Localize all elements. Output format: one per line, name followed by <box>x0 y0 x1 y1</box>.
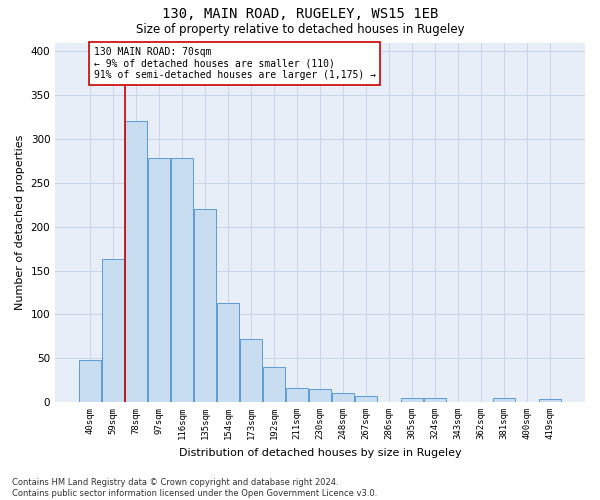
Bar <box>217 303 239 402</box>
Bar <box>79 360 101 402</box>
Bar <box>263 367 285 402</box>
Bar <box>240 339 262 402</box>
Text: Contains HM Land Registry data © Crown copyright and database right 2024.
Contai: Contains HM Land Registry data © Crown c… <box>12 478 377 498</box>
Y-axis label: Number of detached properties: Number of detached properties <box>15 134 25 310</box>
Bar <box>286 388 308 402</box>
Bar <box>171 158 193 402</box>
X-axis label: Distribution of detached houses by size in Rugeley: Distribution of detached houses by size … <box>179 448 461 458</box>
Bar <box>309 389 331 402</box>
Bar <box>401 398 423 402</box>
Bar <box>539 400 561 402</box>
Bar <box>355 396 377 402</box>
Bar <box>332 394 354 402</box>
Bar <box>125 122 147 402</box>
Text: 130, MAIN ROAD, RUGELEY, WS15 1EB: 130, MAIN ROAD, RUGELEY, WS15 1EB <box>162 8 438 22</box>
Text: 130 MAIN ROAD: 70sqm
← 9% of detached houses are smaller (110)
91% of semi-detac: 130 MAIN ROAD: 70sqm ← 9% of detached ho… <box>94 47 376 80</box>
Bar <box>194 209 216 402</box>
Bar <box>102 259 124 402</box>
Bar <box>493 398 515 402</box>
Text: Size of property relative to detached houses in Rugeley: Size of property relative to detached ho… <box>136 22 464 36</box>
Bar <box>148 158 170 402</box>
Bar <box>424 398 446 402</box>
